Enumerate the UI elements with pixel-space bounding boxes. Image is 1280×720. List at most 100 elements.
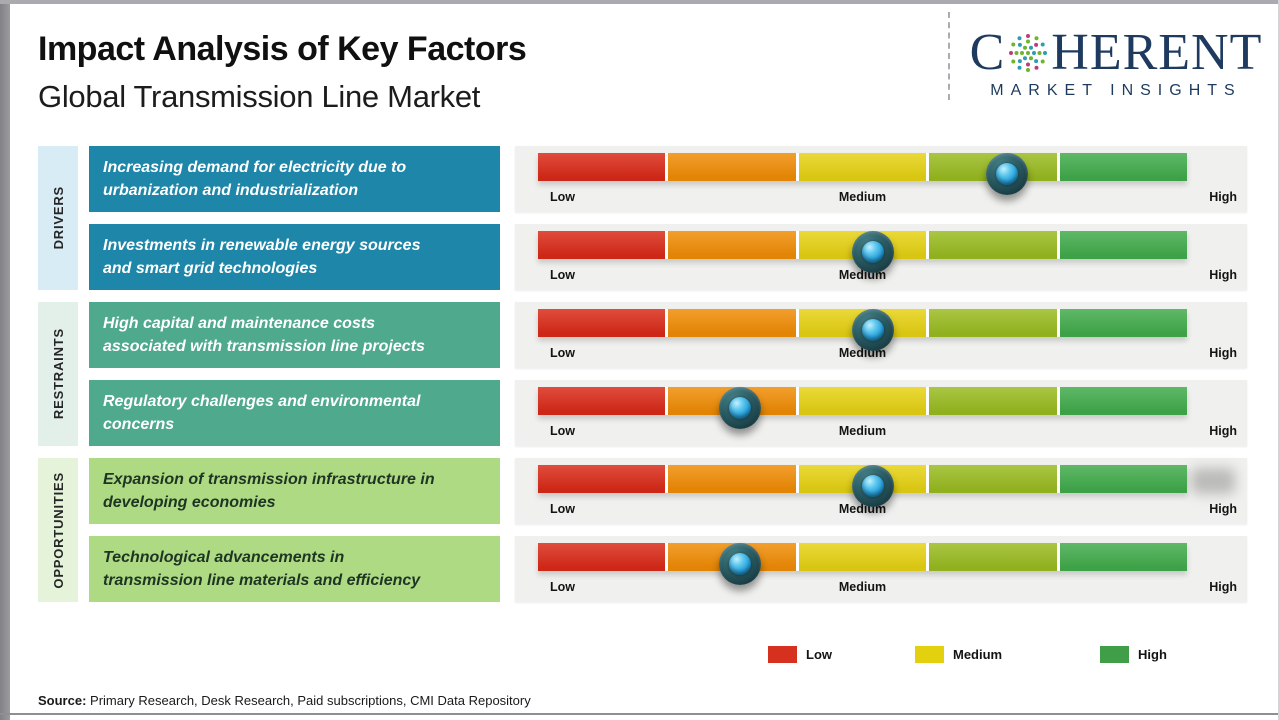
frame-right-border — [1278, 0, 1280, 720]
impact-marker-icon — [718, 543, 761, 585]
logo-tagline: MARKET INSIGHTS — [990, 82, 1242, 99]
impact-marker-core — [861, 241, 884, 263]
factor-text-line2: concerns — [103, 416, 175, 433]
factor-row: Regulatory challenges and environmental … — [0, 380, 1280, 446]
factor-text-line1: Increasing demand for electricity due to — [103, 159, 407, 176]
factor-row: Expansion of transmission infrastructure… — [0, 458, 1280, 524]
factor-text-line1: Expansion of transmission infrastructure… — [103, 471, 435, 488]
bar-shadow-artifact — [1191, 468, 1235, 494]
impact-scale-panel: Low Medium High — [515, 146, 1247, 212]
source-prefix: Source: — [38, 693, 87, 708]
scale-label-low: Low — [550, 346, 575, 360]
legend-item-low: Low — [768, 646, 832, 663]
bar-segment-high — [1059, 231, 1188, 259]
impact-marker-core — [728, 397, 751, 419]
bar-segment-mid-high — [929, 231, 1057, 259]
logo-wordmark: C HERENT — [968, 26, 1264, 80]
bar-segment-mid-high — [929, 465, 1057, 493]
factor-row: Increasing demand for electricity due to… — [0, 146, 1280, 212]
legend-swatch-medium — [915, 646, 944, 663]
bar-segment-mid-high — [929, 543, 1057, 571]
impact-marker-icon — [851, 465, 894, 507]
scale-label-low: Low — [550, 580, 575, 594]
frame-left-border — [0, 0, 10, 720]
impact-marker-core — [861, 319, 884, 341]
factor-text-box: Technological advancements in transmissi… — [89, 536, 500, 602]
impact-marker-core — [996, 163, 1019, 185]
legend-item-medium: Medium — [915, 646, 1002, 663]
bar-segment-high — [1059, 465, 1188, 493]
impact-gradient-bar — [538, 231, 1188, 273]
impact-marker-icon — [851, 309, 894, 351]
factor-text-box: Expansion of transmission infrastructure… — [89, 458, 500, 524]
bar-segment-low — [538, 543, 666, 571]
bar-segment-low-mid — [668, 231, 796, 259]
legend-swatch-low — [768, 646, 797, 663]
legend-swatch-high — [1100, 646, 1129, 663]
bar-segment-high — [1059, 309, 1188, 337]
impact-scale-panel: Low Medium High — [515, 224, 1247, 290]
scale-label-high: High — [1209, 346, 1237, 360]
logo-letters-herent: HERENT — [1051, 24, 1263, 81]
factor-text-line2: and smart grid technologies — [103, 260, 318, 277]
bar-segment-mid — [798, 153, 927, 181]
frame-top-border — [0, 0, 1280, 4]
factor-text-line2: associated with transmission line projec… — [103, 338, 425, 355]
category-strip-opportunities: OPPORTUNITIES — [38, 458, 78, 602]
legend-item-high: High — [1100, 646, 1167, 663]
category-strip-drivers: DRIVERS — [38, 146, 78, 290]
factor-text-line2: transmission line materials and efficien… — [103, 572, 421, 589]
bar-segment-mid — [798, 543, 927, 571]
factor-row: Technological advancements in transmissi… — [0, 536, 1280, 602]
factor-text-line1: High capital and maintenance costs — [103, 315, 376, 332]
factor-text-box: Regulatory challenges and environmental … — [89, 380, 500, 446]
impact-scale-panel: Low Medium High — [515, 458, 1247, 524]
scale-label-high: High — [1209, 190, 1237, 204]
bar-segment-low — [538, 309, 666, 337]
legend-label-low: Low — [806, 647, 832, 662]
bar-segment-low-mid — [668, 309, 796, 337]
page-title: Impact Analysis of Key Factors — [38, 30, 527, 68]
bar-segment-mid-high — [929, 387, 1057, 415]
impact-gradient-bar — [538, 543, 1188, 585]
impact-gradient-bar — [538, 387, 1188, 429]
factor-text-line1: Investments in renewable energy sources — [103, 237, 421, 254]
bar-segment-low — [538, 153, 666, 181]
logo-divider — [948, 12, 950, 100]
impact-scale-panel: Low Medium High — [515, 380, 1247, 446]
bar-segment-mid — [798, 387, 927, 415]
bar-segment-low-mid — [668, 465, 796, 493]
page-subtitle: Global Transmission Line Market — [38, 79, 481, 114]
impact-marker-icon — [718, 387, 761, 429]
factor-text-box: High capital and maintenance costs assoc… — [89, 302, 500, 368]
bar-segment-low — [538, 387, 666, 415]
category-strip-restraints: RESTRAINTS — [38, 302, 78, 446]
scale-label-high: High — [1209, 580, 1237, 594]
factor-text-box: Increasing demand for electricity due to… — [89, 146, 500, 212]
bar-segment-low — [538, 231, 666, 259]
source-text: Primary Research, Desk Research, Paid su… — [86, 693, 531, 708]
scale-label-low: Low — [550, 424, 575, 438]
factor-text-line2: developing economies — [103, 494, 276, 511]
scale-label-low: Low — [550, 268, 575, 282]
impact-scale-panel: Low Medium High — [515, 536, 1247, 602]
impact-gradient-bar — [538, 153, 1188, 195]
impact-scale-panel: Low Medium High — [515, 302, 1247, 368]
bar-segment-high — [1059, 153, 1188, 181]
impact-marker-core — [728, 553, 751, 575]
scale-label-medium: Medium — [838, 580, 887, 594]
frame-bottom-border — [0, 713, 1280, 715]
impact-marker-icon — [986, 153, 1029, 195]
bar-segment-mid-high — [929, 309, 1057, 337]
impact-gradient-bar — [538, 309, 1188, 351]
scale-label-low: Low — [550, 190, 575, 204]
header: Impact Analysis of Key Factors Global Tr… — [38, 30, 527, 115]
scale-label-medium: Medium — [838, 424, 887, 438]
factor-text-line2: urbanization and industrialization — [103, 182, 359, 199]
source-line: Source: Primary Research, Desk Research,… — [38, 693, 531, 708]
scale-label-high: High — [1209, 424, 1237, 438]
factor-text-line1: Regulatory challenges and environmental — [103, 393, 421, 410]
bar-segment-high — [1059, 387, 1188, 415]
impact-marker-icon — [851, 231, 894, 273]
